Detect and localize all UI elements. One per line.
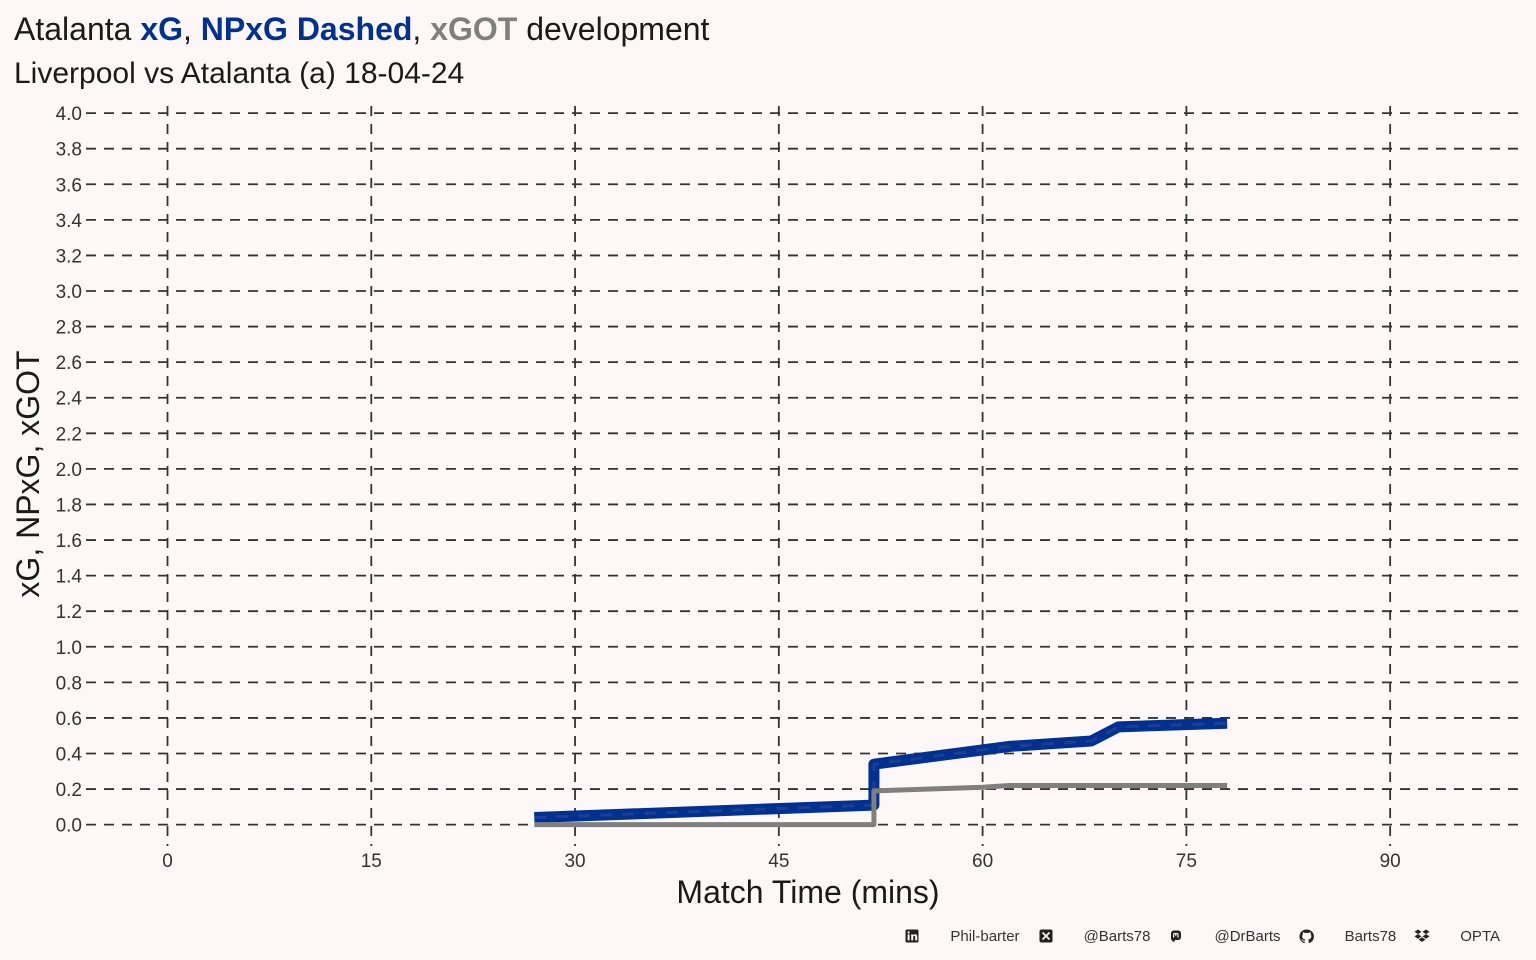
xgot-line — [534, 783, 1228, 828]
y-tick-label: 2.6 — [56, 353, 82, 374]
y-tick-label: 1.8 — [56, 495, 82, 516]
x-tick-label: 90 — [1380, 851, 1401, 872]
y-tick-label: 0.4 — [56, 745, 83, 766]
x-tick-label: 75 — [1176, 851, 1197, 872]
title-npxg: NPxG Dashed — [200, 11, 413, 47]
y-tick-label: 0.6 — [56, 709, 82, 730]
data-source: OPTA — [1460, 927, 1500, 945]
title-suffix: development — [517, 11, 710, 47]
y-tick-label: 0.2 — [56, 780, 82, 801]
y-tick-label: 2.4 — [56, 389, 83, 410]
x-tick-label: 45 — [768, 851, 789, 872]
y-tick-label: 3.4 — [56, 211, 83, 232]
y-tick-label: 1.6 — [56, 531, 82, 552]
x-twitter-icon — [1038, 928, 1054, 944]
x-tick-label: 15 — [361, 851, 382, 872]
npxg-dashed-line — [534, 721, 1228, 820]
y-tick-label: 2.8 — [56, 318, 82, 339]
grid-layer — [86, 106, 1526, 846]
github-icon — [1299, 928, 1315, 944]
mastodon-handle: @DrBarts — [1214, 927, 1281, 945]
title-xgot: xGOT — [430, 11, 518, 47]
linkedin-handle: Phil-barter — [950, 927, 1020, 945]
title-separator-2: , — [412, 11, 431, 47]
dropbox-icon — [1414, 928, 1430, 944]
xg-line — [534, 717, 1228, 824]
chart-subtitle: Liverpool vs Atalanta (a) 18-04-24 — [14, 57, 465, 90]
y-tick-label: 1.2 — [56, 602, 82, 623]
x-twitter-handle: @Barts78 — [1083, 927, 1151, 945]
y-tick-label: 3.0 — [56, 282, 82, 303]
chart-title: Atalanta xG, NPxG Dashed, xGOT developme… — [14, 10, 709, 48]
x-tick-label: 0 — [162, 851, 173, 872]
y-tick-label: 2.0 — [56, 460, 82, 481]
title-xg: xG — [140, 11, 183, 47]
y-tick-label: 3.8 — [56, 140, 82, 161]
series-layer — [534, 717, 1228, 828]
y-tick-label: 2.2 — [56, 424, 82, 445]
y-tick-label: 1.0 — [56, 638, 82, 659]
linkedin-icon — [904, 928, 920, 944]
title-prefix: Atalanta — [14, 11, 141, 47]
credits-footer: Phil-barter @Barts78 @DrBarts Barts78 OP… — [904, 925, 1500, 947]
y-tick-label: 0.0 — [56, 816, 82, 837]
y-tick-label: 3.2 — [56, 246, 82, 267]
title-separator-1: , — [183, 11, 201, 47]
x-tick-label: 30 — [564, 851, 585, 872]
y-tick-label: 3.6 — [56, 175, 82, 196]
y-tick-label: 0.8 — [56, 673, 82, 694]
y-tick-label: 4.0 — [56, 104, 82, 125]
x-axis-label: Match Time (mins) — [676, 874, 939, 910]
mastodon-icon — [1168, 928, 1184, 944]
x-tick-label: 60 — [972, 851, 993, 872]
tick-labels: 0.0 0.2 0.4 0.6 0.8 1.0 1.2 1.4 1.6 1.8 2.0 2.2 2.4 2… — [56, 104, 1401, 872]
github-handle: Barts78 — [1344, 927, 1397, 945]
y-tick-label: 1.4 — [56, 567, 83, 588]
y-axis-label: xG, NPxG, xGOT — [10, 350, 46, 597]
